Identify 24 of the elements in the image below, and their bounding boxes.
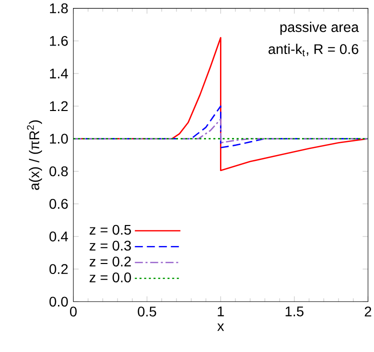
y-tick-label: 1.8: [50, 4, 68, 14]
y-tick-label: 0.0: [49, 296, 68, 307]
line-series: [73, 118, 368, 144]
x-tick-label: 2: [364, 306, 372, 317]
y-tick-label: 1.6: [50, 36, 68, 46]
y-tick-label: 0.6: [49, 199, 68, 210]
y-tick-label: 0.4: [49, 232, 68, 242]
legend-label: z = 0.5: [90, 225, 131, 235]
legend-label: z = 0.2: [90, 256, 131, 267]
x-tick-label: 0: [70, 306, 77, 317]
y-tick-label: 0.2: [49, 264, 68, 274]
legend-label: z = 0.0: [90, 272, 131, 283]
annotation: passive area: [280, 22, 359, 36]
legend-label: z = 0.3: [90, 240, 131, 251]
x-tick-label: 1: [218, 306, 224, 316]
x-axis-title: x: [217, 324, 224, 332]
annotation: anti-k$_{t}$, R = 0.6: [268, 44, 358, 56]
y-tick-label: 0.8: [49, 166, 68, 176]
x-tick-label: 0.5: [138, 306, 156, 317]
y-axis-title: a(x) / (πR$^{2}$): [26, 120, 42, 190]
y-tick-label: 1.4: [50, 68, 68, 78]
y-tick-label: 1.2: [50, 101, 68, 112]
y-tick-label: 1.0: [50, 134, 68, 144]
x-tick-label: 1.5: [286, 306, 304, 317]
